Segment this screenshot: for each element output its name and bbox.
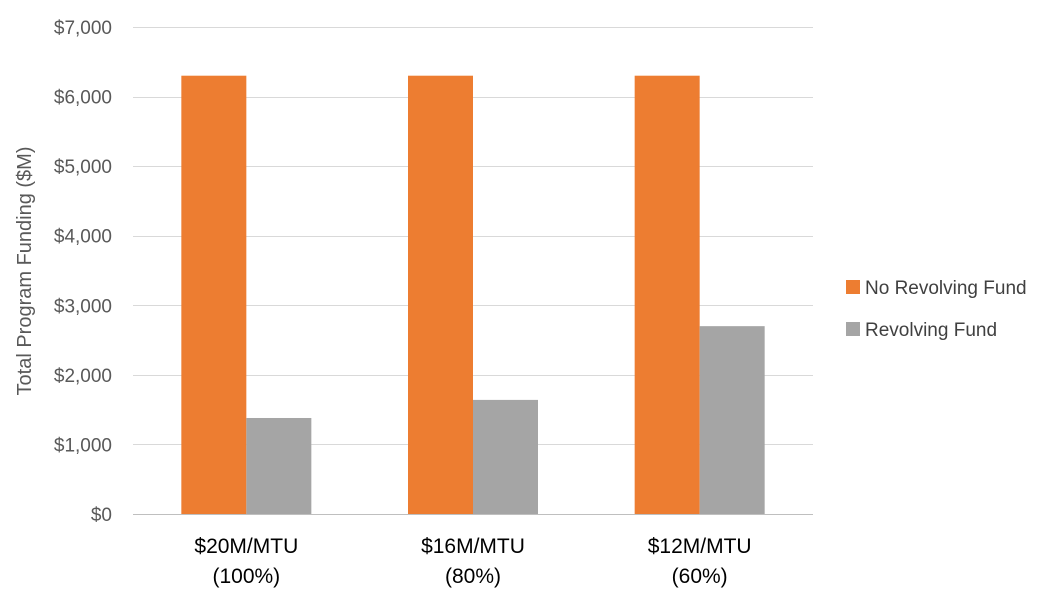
legend: No Revolving Fund Revolving Fund xyxy=(846,278,1027,341)
y-tick-label: $4,000 xyxy=(54,227,112,248)
legend-swatch xyxy=(846,280,860,294)
legend-swatch xyxy=(846,322,860,336)
x-axis-categories: $20M/MTU (100%) $16M/MTU (80%) $12M/MTU (60%) xyxy=(194,535,751,588)
y-axis-ticks: $0 $1,000 $2,000 $3,000 $4,000 $5,000 $6,000 $7… xyxy=(54,18,112,526)
y-tick-label: $7,000 xyxy=(54,18,112,39)
legend-label: Revolving Fund xyxy=(865,320,997,341)
x-category-label: $12M/MTU (60%) xyxy=(648,535,752,588)
bar xyxy=(699,326,765,514)
bars xyxy=(181,75,765,514)
y-tick-label: $2,000 xyxy=(54,366,112,387)
y-tick-label: $5,000 xyxy=(54,157,112,178)
bar xyxy=(181,75,247,514)
bar xyxy=(408,75,473,514)
bar xyxy=(473,399,538,514)
y-tick-label: $3,000 xyxy=(54,296,112,317)
y-tick-label: $1,000 xyxy=(54,435,112,456)
x-category-label: $16M/MTU (80%) xyxy=(421,535,525,588)
y-tick-label: $0 xyxy=(91,505,112,526)
y-tick-label: $6,000 xyxy=(54,88,112,109)
bar xyxy=(634,75,700,514)
y-axis-title: Total Program Funding ($M) xyxy=(14,147,36,396)
legend-label: No Revolving Fund xyxy=(865,278,1027,299)
bar xyxy=(246,417,312,514)
x-category-label: $20M/MTU (100%) xyxy=(194,535,298,588)
